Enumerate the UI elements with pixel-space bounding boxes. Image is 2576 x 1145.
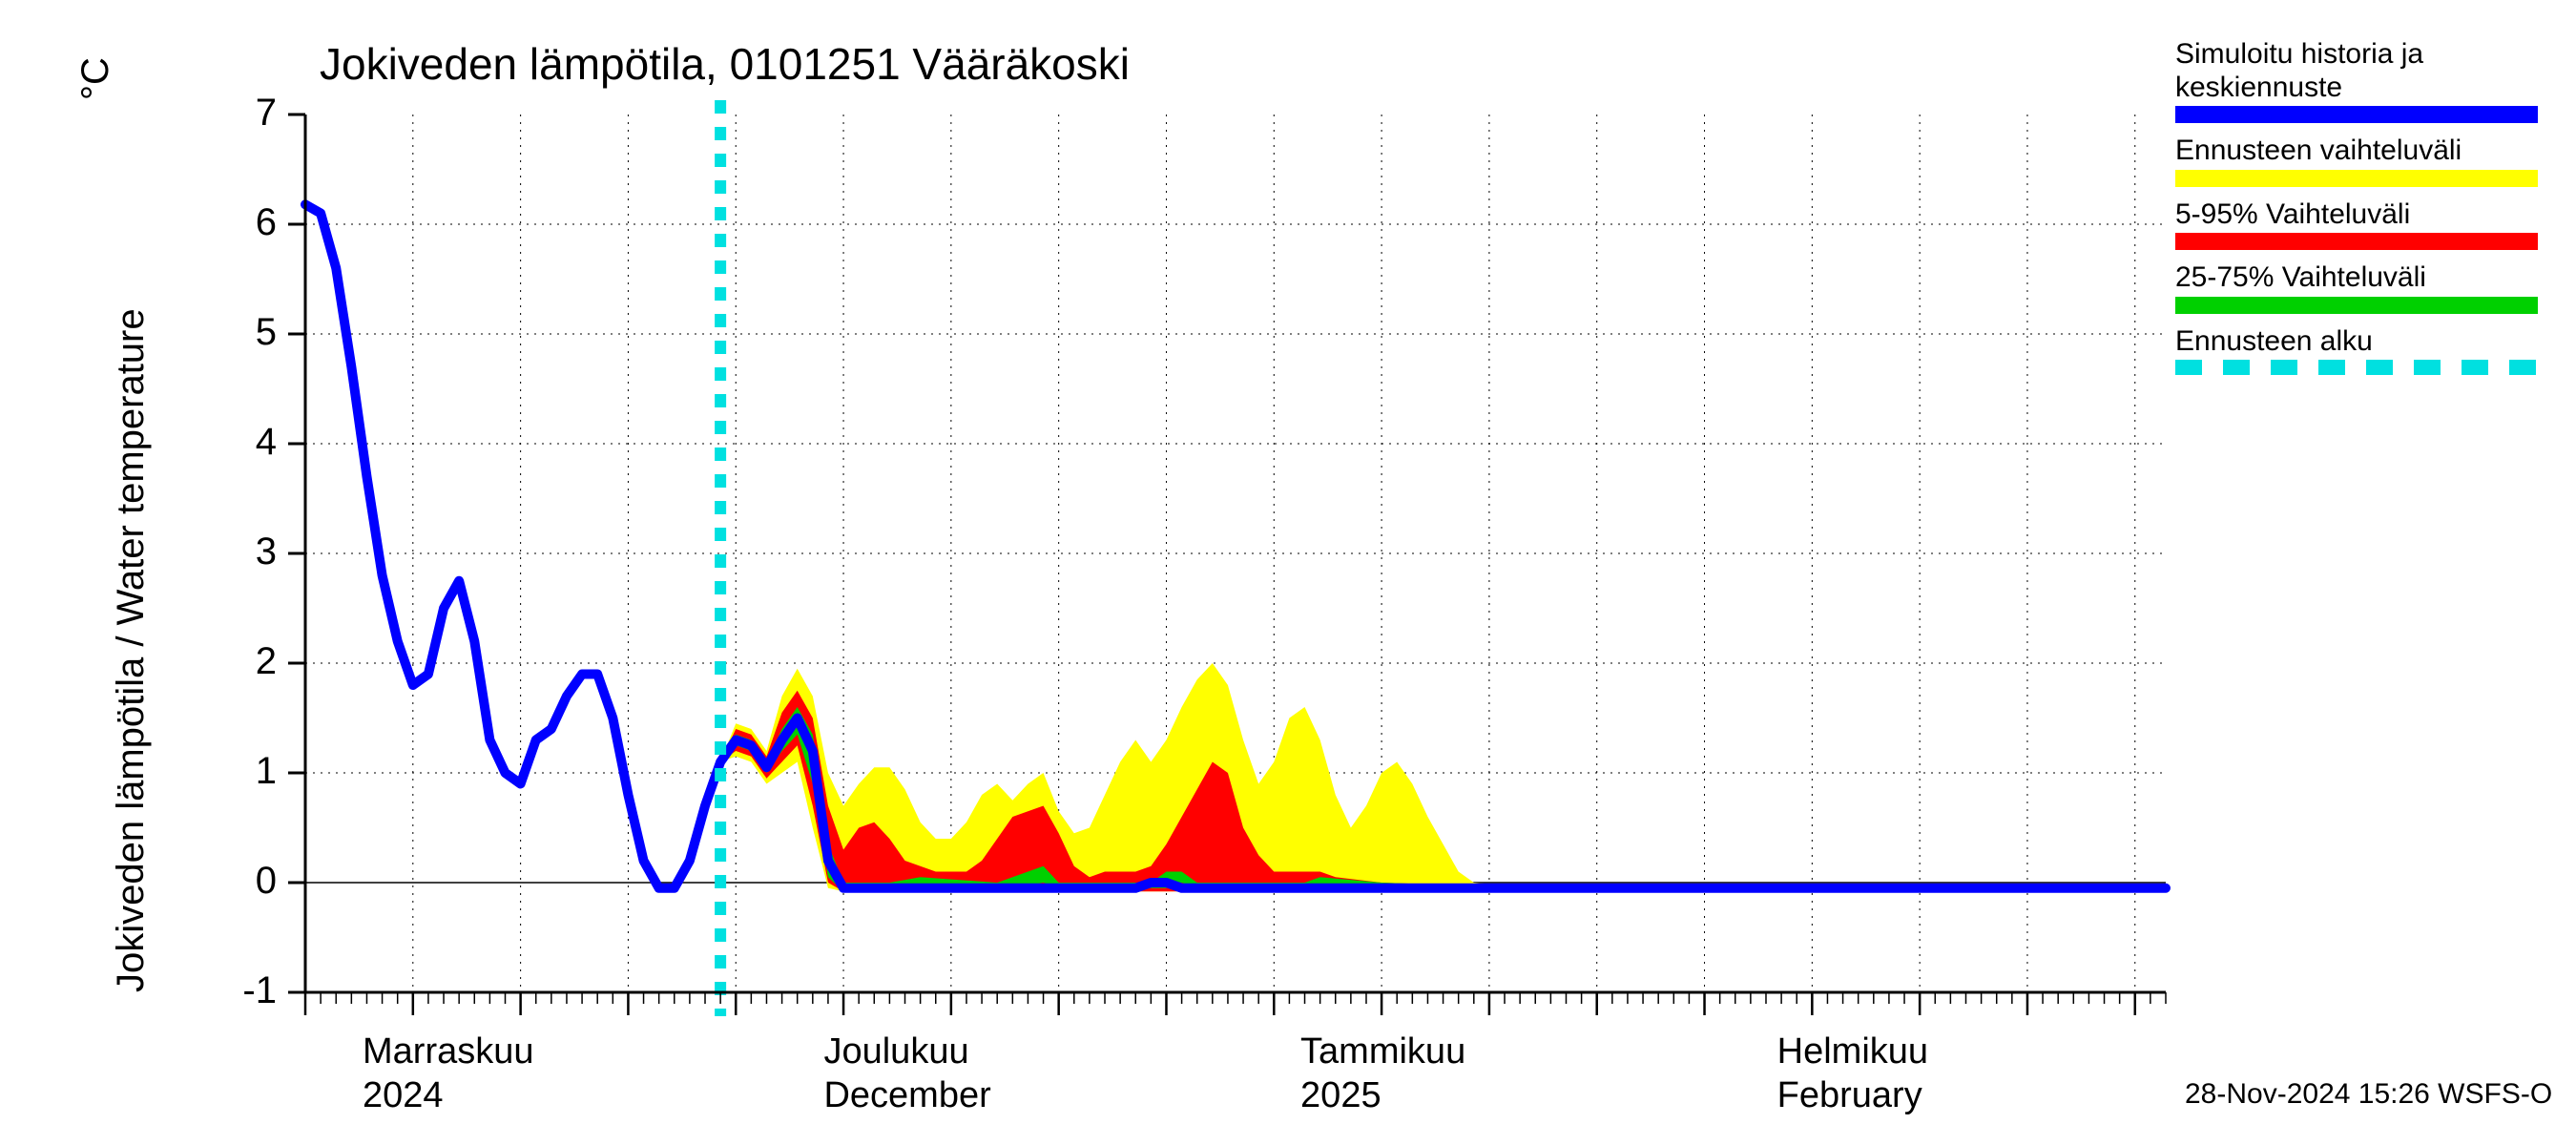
y-axis-label: Jokiveden lämpötila / Water temperature <box>110 308 153 992</box>
legend-swatch <box>2175 233 2538 250</box>
y-tick: 7 <box>219 92 277 135</box>
y-tick: -1 <box>219 969 277 1012</box>
legend-item: 25-75% Vaihteluväli <box>2175 261 2538 314</box>
legend-label: 25-75% Vaihteluväli <box>2175 261 2538 297</box>
legend-swatch <box>2175 360 2538 375</box>
legend-label: Ennusteen vaihteluväli <box>2175 135 2538 170</box>
legend-item: Simuloitu historia jakeskiennuste <box>2175 38 2538 123</box>
y-axis-unit: °C <box>74 57 117 100</box>
legend-label: Simuloitu historia jakeskiennuste <box>2175 38 2538 106</box>
footer-timestamp: 28-Nov-2024 15:26 WSFS-O <box>2185 1078 2552 1111</box>
y-tick: 6 <box>219 201 277 244</box>
legend-swatch <box>2175 170 2538 187</box>
y-tick: 4 <box>219 421 277 464</box>
x-month-label: HelmikuuFebruary <box>1777 1030 1928 1117</box>
legend-swatch <box>2175 297 2538 314</box>
legend-label: Ennusteen alku <box>2175 325 2538 361</box>
y-tick: 3 <box>219 531 277 573</box>
x-month-label: JoulukuuDecember <box>823 1030 990 1117</box>
x-month-label: Marraskuu2024 <box>363 1030 534 1117</box>
legend-item: Ennusteen alku <box>2175 325 2538 376</box>
legend-item: 5-95% Vaihteluväli <box>2175 198 2538 251</box>
legend: Simuloitu historia jakeskiennuste Ennuste… <box>2175 38 2538 386</box>
y-tick: 5 <box>219 311 277 354</box>
x-month-label: Tammikuu2025 <box>1300 1030 1465 1117</box>
y-tick: 0 <box>219 860 277 903</box>
legend-swatch <box>2175 106 2538 123</box>
legend-label: 5-95% Vaihteluväli <box>2175 198 2538 234</box>
legend-item: Ennusteen vaihteluväli <box>2175 135 2538 187</box>
y-tick: 2 <box>219 640 277 683</box>
y-tick: 1 <box>219 750 277 793</box>
chart-title: Jokiveden lämpötila, 0101251 Vääräkoski <box>320 38 1130 90</box>
chart-container: Jokiveden lämpötila, 0101251 Vääräkoski … <box>0 0 2576 1145</box>
